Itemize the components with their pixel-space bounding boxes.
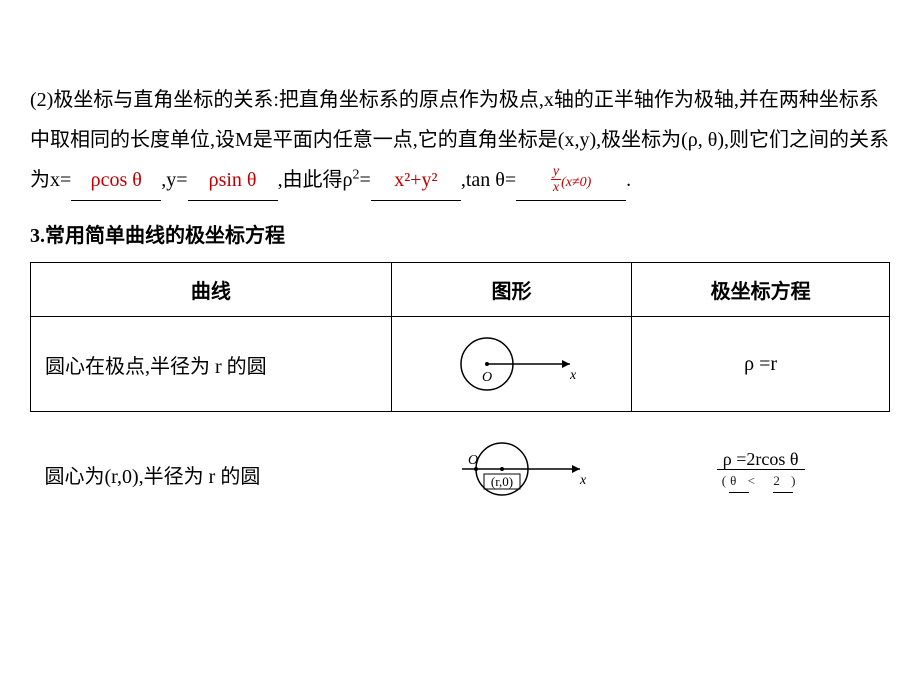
table-header-row: 曲线 图形 极坐标方程	[31, 263, 890, 317]
col-graph: 图形	[391, 263, 632, 317]
polar-curves-table: 曲线 图形 极坐标方程 圆心在极点,半径为 r 的圆 O x ρ =r 圆心为(…	[30, 262, 890, 526]
circle-r0-icon: O (r,0) x	[432, 434, 592, 514]
para-mid1: ,y=	[161, 169, 187, 191]
col-curve: 曲线	[31, 263, 392, 317]
row2-graph: O (r,0) x	[391, 412, 632, 527]
sq: 2	[353, 167, 360, 182]
svg-text:O: O	[481, 370, 491, 385]
relation-paragraph: (2)极坐标与直角坐标的关系:把直角坐标系的原点作为极点,x轴的正半轴作为极轴,…	[30, 80, 890, 201]
row2-eq-main: ρ =2rcos θ	[717, 449, 805, 470]
svg-text:x: x	[569, 368, 577, 383]
eq: =	[360, 169, 371, 191]
blank-tan: yx(x≠0)	[516, 160, 626, 201]
section-heading: 3.常用简单曲线的极坐标方程	[30, 219, 890, 248]
row2-desc: 圆心为(r,0),半径为 r 的圆	[31, 412, 392, 527]
col-equation: 极坐标方程	[632, 263, 890, 317]
svg-text:O: O	[468, 453, 478, 468]
row1-desc: 圆心在极点,半径为 r 的圆	[31, 317, 392, 412]
svg-text:(r,0): (r,0)	[490, 474, 512, 489]
para-mid2: ,由此得ρ	[278, 169, 353, 191]
row1-eq: ρ =r	[632, 317, 890, 412]
row2-eq-artifact: (θ < 2 )	[722, 473, 800, 488]
svg-text:x: x	[579, 473, 587, 488]
blank-rho2: x²+y²	[371, 160, 461, 201]
table-row: 圆心在极点,半径为 r 的圆 O x ρ =r	[31, 317, 890, 412]
circle-origin-icon: O x	[442, 329, 582, 399]
row1-graph: O x	[391, 317, 632, 412]
para-mid3: ,tan θ=	[461, 169, 516, 191]
row2-eq: ρ =2rcos θ (θ < 2 )	[632, 412, 890, 527]
para-tail: .	[626, 169, 631, 191]
blank-x: ρcos θ	[71, 160, 161, 201]
blank-y: ρsin θ	[188, 160, 278, 201]
table-row: 圆心为(r,0),半径为 r 的圆 O (r,0) x ρ =2rcos θ (…	[31, 412, 890, 527]
